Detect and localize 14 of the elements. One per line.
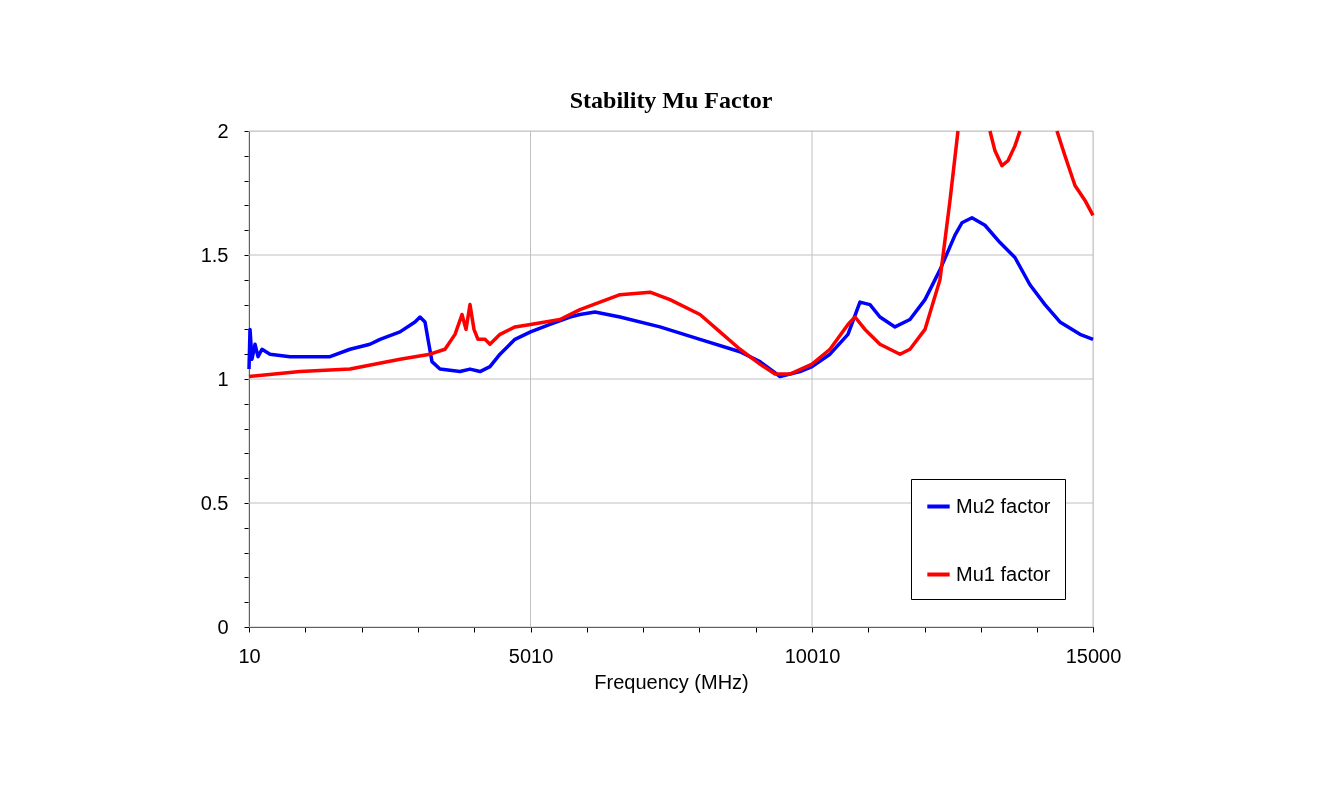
x-tick-label: 10 <box>238 644 261 667</box>
y-tick-label: 0 <box>217 615 229 638</box>
x-tick-label: 15000 <box>1065 644 1122 667</box>
y-tick-label: 1.5 <box>200 243 229 266</box>
x-tick-label: 5010 <box>508 644 554 667</box>
y-tick-label: 1 <box>217 367 229 390</box>
chart-title: Stability Mu Factor <box>569 87 773 113</box>
x-axis-title: Frequency (MHz) <box>594 670 749 693</box>
legend-label: Mu1 factor <box>956 562 1051 585</box>
y-tick-label: 0.5 <box>200 491 229 514</box>
x-tick-label: 10010 <box>784 644 841 667</box>
line-series <box>247 216 1095 379</box>
y-tick-label: 2 <box>217 119 229 142</box>
legend-label: Mu2 factor <box>956 494 1051 517</box>
